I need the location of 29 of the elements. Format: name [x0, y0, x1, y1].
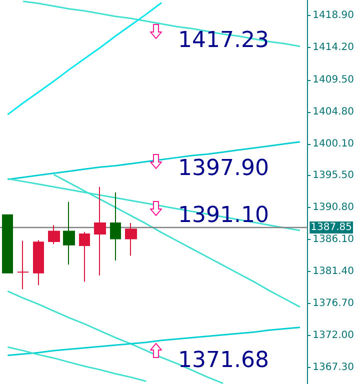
- annotation: 1371.68: [178, 348, 269, 373]
- y-tick-label: 1367.30: [312, 362, 354, 374]
- candlestick: [33, 240, 44, 286]
- line-series: [6, 141, 301, 180]
- candlestick: [63, 201, 75, 266]
- y-tick-label: 1390.80: [312, 202, 354, 213]
- candlestick: [110, 192, 121, 262]
- line-series: [22, 0, 301, 48]
- y-tick-label: 1409.50: [312, 74, 354, 86]
- candlestick: [2, 214, 13, 274]
- annotation: 1397.90: [178, 156, 269, 181]
- y-tick-label: 1400.10: [312, 138, 354, 150]
- ref-line-label: 1387.85: [310, 222, 352, 233]
- candlestick: [94, 186, 106, 276]
- line-series: [6, 2, 162, 116]
- y-tick-label: 1372.00: [312, 330, 354, 342]
- y-tick-label: 1381.40: [312, 266, 354, 277]
- y-tick-label: 1386.10: [312, 234, 354, 245]
- candlestick: [48, 224, 60, 245]
- y-tick-label: 1404.80: [312, 106, 354, 118]
- y-tick-label: 1376.70: [312, 298, 354, 310]
- line-series: [6, 346, 147, 382]
- candlestick: [125, 222, 137, 256]
- y-tick-label: 1414.20: [312, 42, 354, 54]
- y-tick-label: 1418.90: [312, 10, 354, 22]
- candlestick: [79, 231, 90, 282]
- candlestick: [17, 240, 29, 290]
- y-tick-label: 1395.50: [312, 170, 354, 181]
- annotation: 1417.23: [178, 28, 269, 53]
